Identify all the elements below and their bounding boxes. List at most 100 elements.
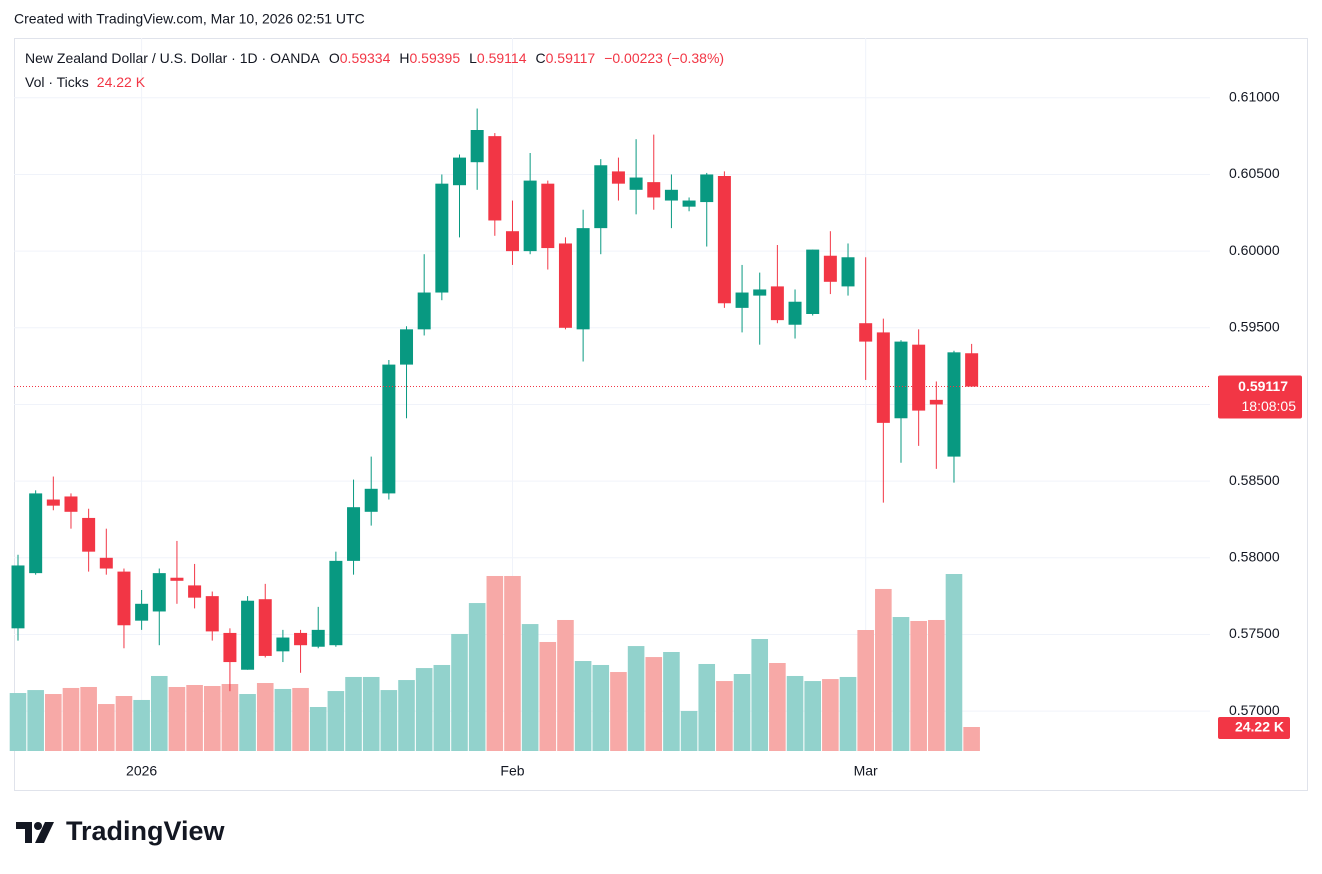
x-tick-label: 2026 xyxy=(126,763,157,779)
y-tick-label: 0.60500 xyxy=(1229,165,1280,181)
volume-bar xyxy=(928,619,945,751)
candle-body xyxy=(735,292,749,308)
candle-body xyxy=(841,257,855,287)
volume-bar xyxy=(9,693,27,751)
volume-bar xyxy=(786,675,804,751)
candle-body xyxy=(806,249,820,314)
candle-body xyxy=(541,183,555,249)
volume-bar xyxy=(557,619,574,751)
y-tick-label: 0.58500 xyxy=(1229,472,1280,488)
candle-body xyxy=(594,165,608,229)
countdown: 18:08:05 xyxy=(1242,398,1297,414)
volume-bar xyxy=(309,706,327,751)
candle-body xyxy=(912,344,926,411)
candle-body xyxy=(435,183,449,293)
volume-tag xyxy=(1218,716,1290,739)
ohlc-label: C xyxy=(535,50,545,66)
candle-body xyxy=(29,493,43,574)
volume-bar xyxy=(751,639,769,751)
plot: 2026 Feb Mar 0.61000 0.60500 0.60000 0.59500 0.… xyxy=(9,38,1302,779)
change: −0.00223 (−0.38%) xyxy=(604,50,724,66)
candle-body xyxy=(488,136,502,221)
candle-body xyxy=(364,488,378,512)
candle-body xyxy=(294,632,308,646)
y-tick-label: 0.59500 xyxy=(1229,319,1280,335)
volume-bar xyxy=(292,687,309,751)
volume-bar xyxy=(98,704,115,751)
volume-bar xyxy=(610,672,627,751)
created-note: Created with TradingView.com, Mar 10, 20… xyxy=(14,11,365,27)
candle-body xyxy=(647,182,661,198)
volume-bar xyxy=(133,699,150,751)
candle-body xyxy=(929,399,943,405)
candle-body xyxy=(876,332,890,423)
volume-bar xyxy=(256,683,274,751)
candle-body xyxy=(152,573,166,612)
candle-body xyxy=(753,289,767,296)
candle-body xyxy=(11,565,25,629)
candle-body xyxy=(558,243,572,328)
volume-bar xyxy=(433,664,451,751)
volume-bar xyxy=(592,664,610,751)
volume-bar xyxy=(698,663,716,751)
close-value: 0.59117 xyxy=(546,50,596,66)
candle-body xyxy=(700,174,714,203)
candle-body xyxy=(823,255,837,282)
volume-bar xyxy=(804,681,821,751)
volume-bar xyxy=(274,688,292,751)
legend-line: New Zealand Dollar / U.S. Dollar · 1D · … xyxy=(25,50,724,66)
candle-body xyxy=(576,228,590,330)
volume-bar xyxy=(27,690,44,751)
volume-bar xyxy=(398,680,415,751)
volume-bar xyxy=(769,662,786,751)
candle-body xyxy=(788,301,802,325)
candle-body xyxy=(629,177,643,190)
open-value: 0.59334 xyxy=(340,50,391,66)
volume-bar xyxy=(963,726,980,751)
volume-bar xyxy=(822,679,839,751)
volume-value: 24.22 K xyxy=(97,74,146,90)
volume-bar xyxy=(486,575,504,751)
candle-body xyxy=(205,596,219,632)
volume-bar xyxy=(910,620,927,751)
candle-body xyxy=(347,507,361,561)
volume-bar xyxy=(380,690,398,751)
price-tag-value: 0.59117 xyxy=(1238,378,1288,394)
candle-body xyxy=(611,171,625,184)
volume-bar xyxy=(680,710,698,751)
x-tick-label: Feb xyxy=(500,763,524,779)
volume-bar xyxy=(574,661,592,751)
volume-bar xyxy=(45,694,62,751)
candle-body xyxy=(311,629,325,647)
y-tick-label: 0.57000 xyxy=(1229,702,1280,718)
candle-body xyxy=(188,585,202,598)
logo-text: TradingView xyxy=(66,816,226,846)
volume-bar xyxy=(239,694,256,751)
volume-bar xyxy=(451,633,468,751)
volume-bar xyxy=(945,574,963,751)
ohlc-label: O xyxy=(329,50,340,66)
volume-bar xyxy=(168,686,186,751)
candle-body xyxy=(470,130,484,163)
volume-name: Vol · Ticks xyxy=(25,74,89,90)
volume-bar xyxy=(716,681,733,751)
volume-bar xyxy=(62,687,80,751)
volume-bar xyxy=(627,646,645,751)
volume-bar xyxy=(521,624,539,751)
candle-body xyxy=(965,353,979,387)
volume-bar xyxy=(221,684,239,751)
y-tick-label: 0.58000 xyxy=(1229,549,1280,565)
candle-body xyxy=(682,200,696,207)
candle-body xyxy=(505,231,519,252)
candle-body xyxy=(329,560,343,646)
candle-body xyxy=(64,496,78,512)
candle-body xyxy=(770,286,784,321)
volume-bar xyxy=(345,676,362,751)
ohlc-label: H xyxy=(399,50,409,66)
candle-body xyxy=(241,600,255,670)
volume-bar xyxy=(875,588,892,751)
candle-body xyxy=(664,189,678,201)
price-tag xyxy=(1218,375,1302,419)
candle-body xyxy=(523,180,537,252)
y-tick-label: 0.57500 xyxy=(1229,625,1280,641)
